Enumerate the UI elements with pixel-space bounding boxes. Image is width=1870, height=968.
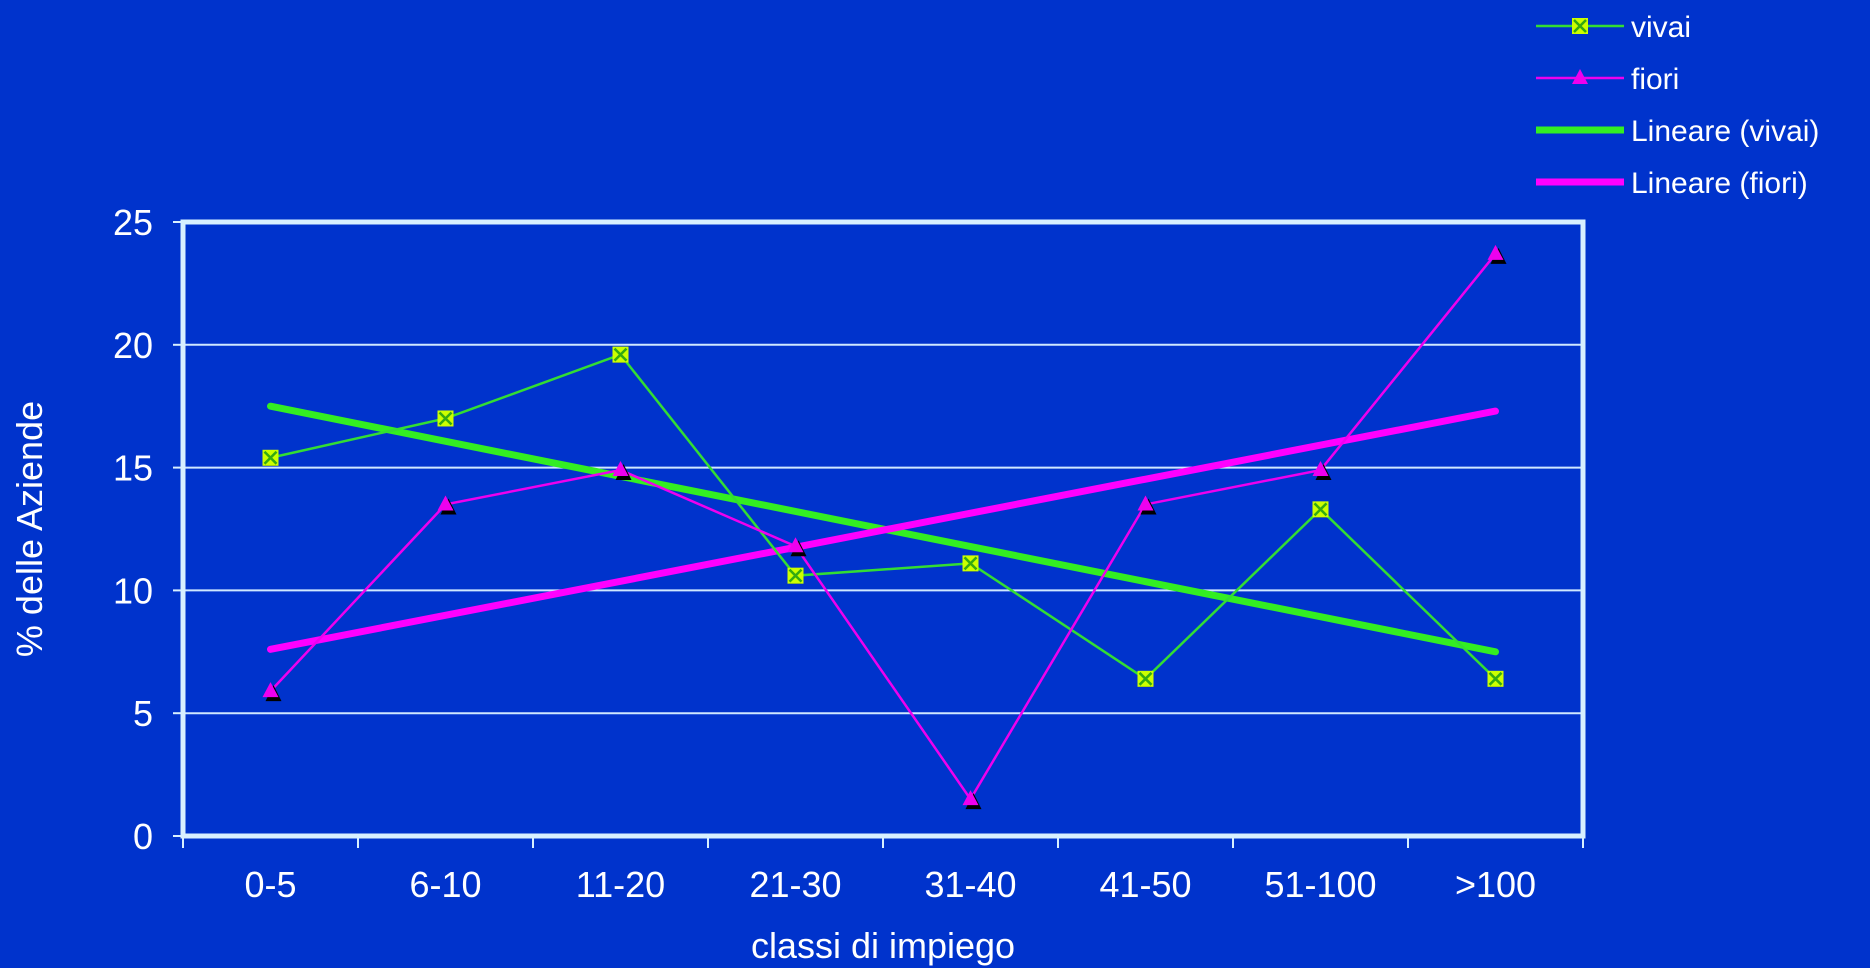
- y-tick-label: 5: [133, 693, 153, 734]
- marker-cross: [438, 411, 453, 426]
- legend-item: Lineare (fiori): [1536, 167, 1808, 200]
- y-tick-label: 20: [113, 325, 153, 366]
- marker-cross: [963, 556, 978, 571]
- series: [262, 244, 1507, 810]
- x-tick-label: 31-40: [924, 864, 1016, 905]
- y-tick-label: 25: [113, 202, 153, 243]
- marker: [262, 682, 279, 698]
- data-point: [1312, 501, 1329, 518]
- trendline: [267, 407, 1499, 653]
- y-tick-label: 15: [113, 448, 153, 489]
- data-point: [962, 555, 979, 572]
- data-point: [262, 682, 282, 702]
- data-point: [1487, 244, 1507, 264]
- y-tick-label: 0: [133, 816, 153, 857]
- marker: [1487, 244, 1504, 260]
- x-tick-label: 11-20: [576, 864, 665, 905]
- data-point: [1137, 670, 1154, 687]
- marker: [787, 537, 804, 553]
- marker: [1137, 495, 1154, 511]
- x-tick-label: 51-100: [1264, 864, 1376, 905]
- marker-cross: [263, 450, 278, 465]
- legend-item: vivai: [1536, 11, 1691, 44]
- data-point: [612, 461, 632, 481]
- marker-cross: [1313, 502, 1328, 517]
- legend-label: Lineare (vivai): [1631, 115, 1819, 148]
- data-point: [612, 346, 629, 363]
- legend-label: Lineare (fiori): [1631, 167, 1808, 200]
- marker: [612, 461, 629, 477]
- legend-label: fiori: [1631, 63, 1679, 96]
- marker-cross: [613, 347, 628, 362]
- series-line: [270, 353, 1497, 681]
- x-tick-label: 0-5: [244, 864, 296, 905]
- x-tick-label: 6-10: [409, 864, 481, 905]
- x-axis: 0-5 6-10 11-20 21-30 31-40 41-50 51-100 >100: [182, 836, 1584, 905]
- marker: [437, 495, 454, 511]
- legend-label: vivai: [1631, 11, 1691, 44]
- x-tick-label: >100: [1455, 864, 1536, 905]
- x-axis-title: classi di impiego: [751, 925, 1015, 966]
- series-fiori: [262, 244, 1507, 810]
- data-point: [787, 567, 804, 584]
- legend-item: fiori: [1536, 63, 1679, 96]
- x-tick-label: 41-50: [1099, 864, 1191, 905]
- data-point: [962, 790, 982, 810]
- data-point: [1137, 495, 1157, 515]
- grid: [183, 343, 1583, 715]
- marker-cross: [1488, 671, 1503, 686]
- marker-cross: [1573, 19, 1587, 33]
- marker: [1312, 461, 1329, 477]
- marker-cross: [788, 568, 803, 583]
- y-axis: 0 5 10 15 20 25: [113, 202, 183, 857]
- data-point: [1487, 670, 1504, 687]
- data-point: [437, 410, 454, 427]
- data-point: [1312, 461, 1332, 481]
- marker: [1572, 69, 1588, 84]
- y-axis-title: % delle Aziende: [9, 401, 50, 657]
- trendlines: [267, 402, 1499, 656]
- legend: vivai fiori Lineare (vivai) Lineare (fiori): [1536, 11, 1819, 200]
- data-point: [787, 537, 807, 557]
- marker-cross: [1138, 671, 1153, 686]
- series-vivai: [262, 346, 1504, 687]
- data-point: [437, 495, 457, 515]
- x-tick-label: 21-30: [749, 864, 841, 905]
- data-point: [262, 449, 279, 466]
- y-tick-label: 10: [113, 570, 153, 611]
- marker: [962, 790, 979, 806]
- series-line: [269, 253, 1497, 802]
- legend-item: Lineare (vivai): [1536, 115, 1819, 148]
